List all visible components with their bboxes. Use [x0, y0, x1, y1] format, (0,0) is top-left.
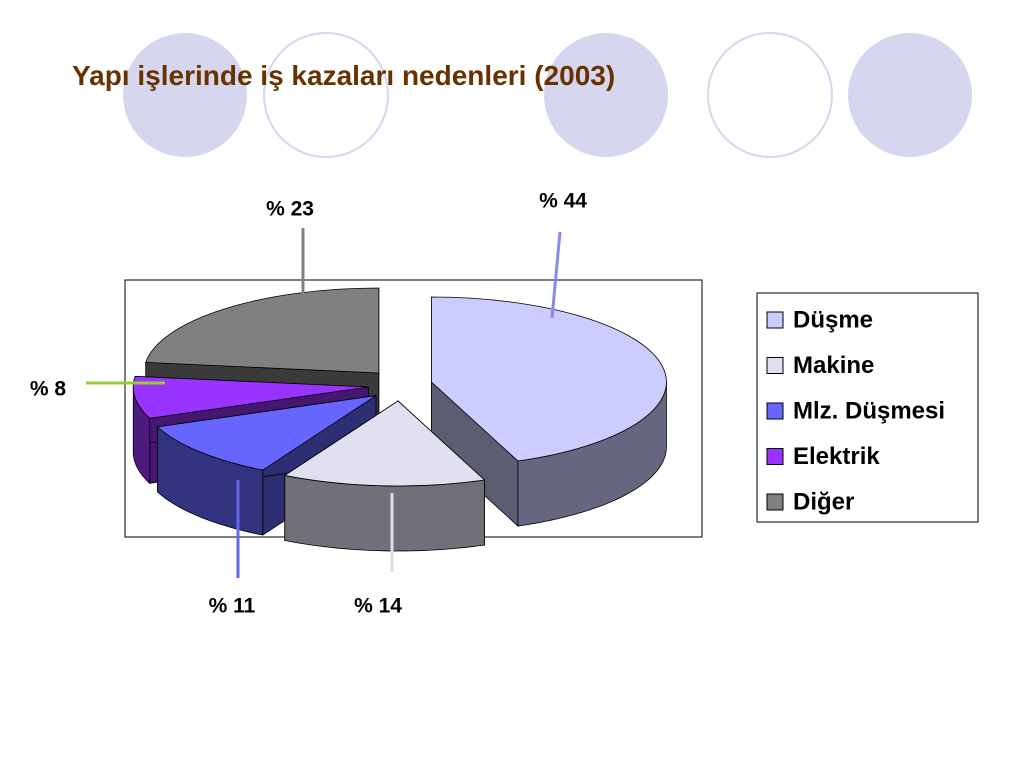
chart-title: Yapı işlerinde iş kazaları nedenleri (20… — [72, 60, 616, 91]
deco-circle — [123, 33, 247, 157]
legend-label: Makine — [793, 352, 874, 379]
slice — [283, 400, 486, 552]
value-label: % 8 — [30, 378, 67, 401]
legend-label: Elektrik — [793, 443, 880, 470]
value-label: % 44 — [539, 190, 587, 213]
slice-top — [145, 287, 380, 374]
slice-top — [431, 296, 667, 462]
slice-top — [132, 375, 369, 419]
slice — [431, 296, 667, 527]
legend-swatch — [766, 493, 784, 511]
slice-top — [283, 400, 486, 487]
legend-swatch — [766, 357, 784, 374]
legend-swatch — [766, 311, 784, 329]
value-label: % 23 — [266, 198, 314, 221]
legend — [756, 292, 979, 523]
value-label: % 11 — [209, 595, 256, 618]
slice-top — [156, 395, 377, 471]
legend-label: Mlz. Düşmesi — [793, 397, 945, 424]
legend-swatch — [766, 402, 784, 420]
legend-label: Düşme — [793, 306, 873, 333]
deco-circle — [263, 32, 389, 158]
deco-circle — [848, 33, 972, 157]
legend-swatch — [766, 448, 784, 465]
decoration — [123, 32, 972, 158]
deco-circle — [707, 32, 833, 158]
slice-wall — [284, 474, 485, 552]
leader-line — [550, 231, 562, 319]
legend-label: Diğer — [793, 488, 854, 515]
value-label: % 14 — [354, 595, 402, 618]
deco-circle — [544, 33, 668, 157]
pie — [132, 287, 667, 552]
